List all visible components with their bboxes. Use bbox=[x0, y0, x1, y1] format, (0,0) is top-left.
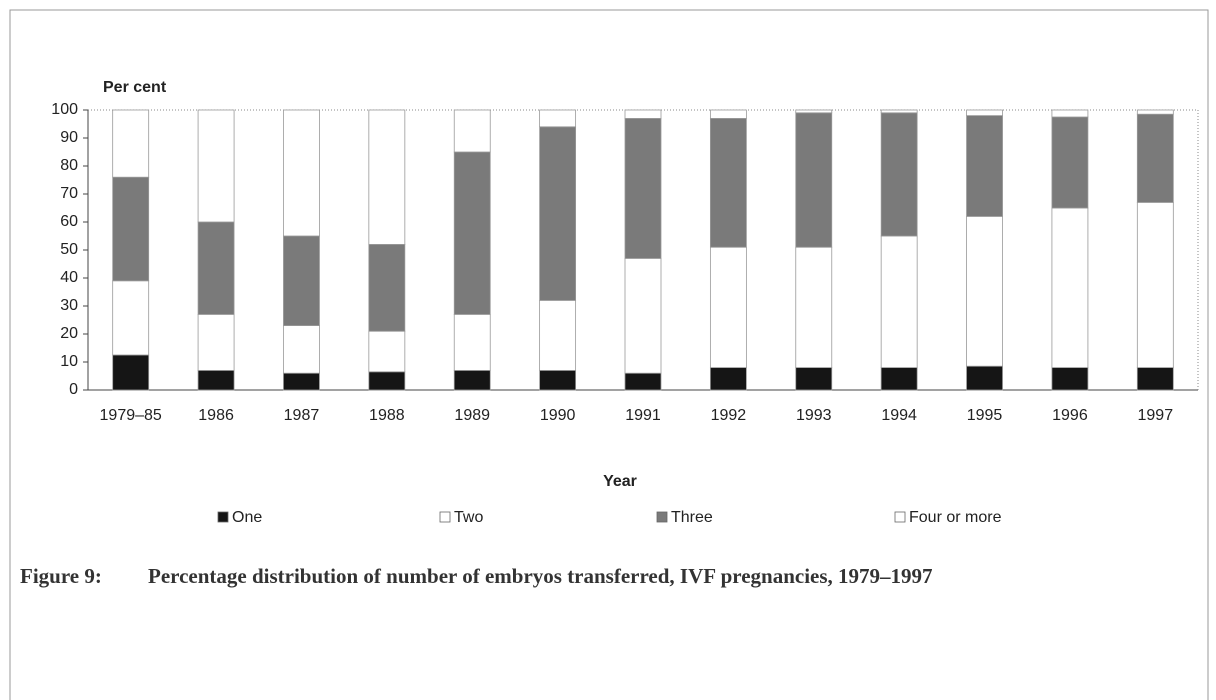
bar-segment bbox=[624, 118, 662, 259]
bar-segment bbox=[795, 112, 833, 248]
bar-segment bbox=[1136, 367, 1174, 391]
bar-segment bbox=[1136, 109, 1174, 115]
legend-swatch bbox=[217, 511, 229, 523]
bar-segment bbox=[966, 365, 1003, 391]
bar-segment bbox=[709, 118, 747, 248]
y-tick-label: 50 bbox=[60, 241, 78, 258]
bar-segment bbox=[880, 367, 918, 391]
caption-text: Percentage distribution of number of emb… bbox=[148, 564, 933, 588]
bar-segment bbox=[539, 369, 577, 391]
caption-label: Figure 9: bbox=[20, 564, 102, 588]
bar-segment bbox=[283, 372, 320, 391]
legend-label: Four or more bbox=[909, 509, 1002, 526]
bar-segment bbox=[453, 109, 491, 153]
x-axis-label: Year bbox=[603, 473, 637, 490]
bar-segment bbox=[368, 109, 406, 245]
bar-segment bbox=[1051, 367, 1089, 391]
bar-segment bbox=[112, 176, 150, 282]
bar-segment bbox=[966, 115, 1003, 217]
legend-label: Three bbox=[671, 509, 713, 526]
bar-segment bbox=[966, 215, 1003, 367]
bar-segment bbox=[795, 367, 833, 391]
x-tick-label: 1993 bbox=[796, 407, 832, 424]
bar-segment bbox=[624, 109, 662, 119]
bar-segment bbox=[197, 221, 235, 315]
legend-label: One bbox=[232, 509, 262, 526]
legend-label: Two bbox=[454, 509, 483, 526]
y-tick-label: 40 bbox=[60, 269, 78, 286]
bar-segment bbox=[283, 325, 320, 374]
x-tick-label: 1992 bbox=[711, 407, 747, 424]
legend-swatch bbox=[894, 511, 906, 523]
y-tick-label: 70 bbox=[60, 185, 78, 202]
bar-segment bbox=[539, 109, 577, 128]
y-tick-label: 100 bbox=[51, 101, 78, 118]
bar-segment bbox=[368, 243, 406, 332]
y-tick-label: 60 bbox=[60, 213, 78, 230]
x-tick-label: 1994 bbox=[881, 407, 917, 424]
bar-segment bbox=[112, 280, 150, 356]
caption: Figure 9: Percentage distribution of num… bbox=[20, 560, 1170, 592]
bar-segment bbox=[1051, 207, 1089, 369]
legend-swatch bbox=[439, 511, 451, 523]
bar-segment bbox=[624, 257, 662, 374]
y-tick-label: 0 bbox=[69, 381, 78, 398]
bar-segment bbox=[197, 313, 235, 371]
y-tick-label: 30 bbox=[60, 297, 78, 314]
bar-segment bbox=[453, 151, 491, 315]
x-tick-label: 1997 bbox=[1138, 407, 1174, 424]
frame bbox=[9, 9, 1209, 700]
x-tick-label: 1988 bbox=[369, 407, 405, 424]
legend-swatch bbox=[656, 511, 668, 523]
x-tick-label: 1979–85 bbox=[100, 407, 162, 424]
bar-segment bbox=[539, 299, 577, 371]
bar-segment bbox=[1136, 113, 1174, 203]
bar-segment bbox=[966, 109, 1003, 116]
bar-segment bbox=[453, 369, 491, 391]
x-tick-label: 1989 bbox=[454, 407, 490, 424]
bar-segment bbox=[112, 109, 150, 178]
y-tick-label: 10 bbox=[60, 353, 78, 370]
bar-segment bbox=[112, 354, 150, 391]
bar-segment bbox=[197, 369, 235, 391]
bar-segment bbox=[197, 109, 235, 223]
bar-segment bbox=[1051, 116, 1089, 209]
bar-segment bbox=[709, 367, 747, 391]
x-tick-label: 1995 bbox=[967, 407, 1003, 424]
x-tick-label: 1986 bbox=[198, 407, 234, 424]
bar-segment bbox=[624, 372, 662, 391]
x-tick-label: 1990 bbox=[540, 407, 576, 424]
y-tick-label: 80 bbox=[60, 157, 78, 174]
y-tick-label: 20 bbox=[60, 325, 78, 342]
bar-segment bbox=[539, 126, 577, 301]
bar-segment bbox=[283, 109, 320, 237]
y-tick-label: 90 bbox=[60, 129, 78, 146]
bar-segment bbox=[709, 246, 747, 368]
bar-segment bbox=[880, 109, 918, 114]
bar-segment bbox=[1051, 109, 1089, 118]
bar-segment bbox=[795, 109, 833, 114]
bar-segment bbox=[1136, 201, 1174, 368]
x-tick-label: 1996 bbox=[1052, 407, 1088, 424]
bar-segment bbox=[368, 330, 406, 373]
y-axis-label: Per cent bbox=[103, 79, 167, 96]
bar-segment bbox=[368, 371, 406, 391]
bar-segment bbox=[880, 235, 918, 369]
bar-segment bbox=[880, 112, 918, 237]
bar-segment bbox=[795, 246, 833, 368]
x-tick-label: 1991 bbox=[625, 407, 661, 424]
x-tick-label: 1987 bbox=[284, 407, 320, 424]
bar-segment bbox=[453, 313, 491, 371]
bar-segment bbox=[283, 235, 320, 326]
bar-segment bbox=[709, 109, 747, 119]
